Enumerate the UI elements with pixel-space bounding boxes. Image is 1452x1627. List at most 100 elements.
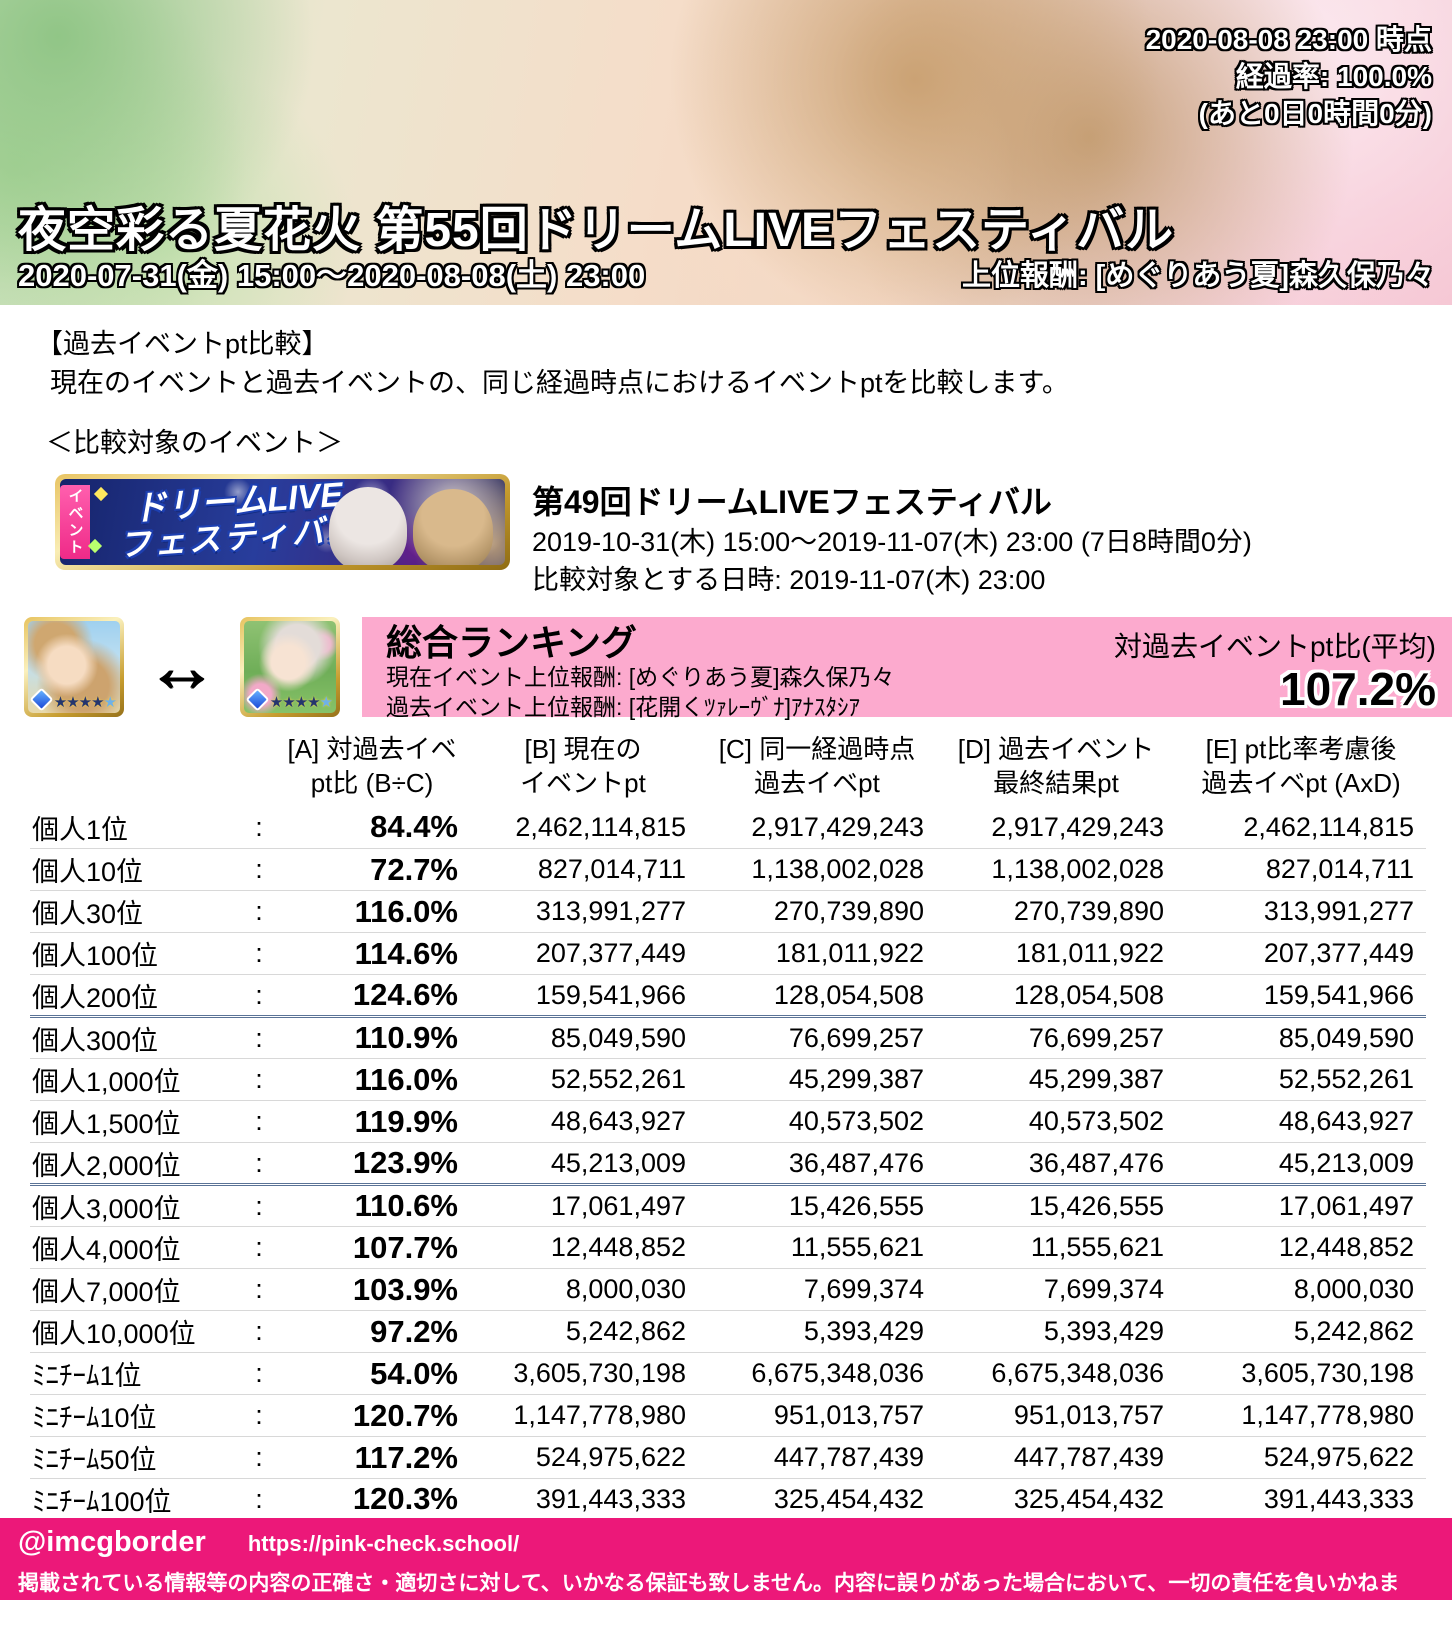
card-art-anastasia: ★★★★★ [244, 621, 336, 713]
star-rating: ★★★★★ [54, 693, 116, 711]
past-event-section: イベント ドリームLIVE フェスティバル 第49回ドリームLIVEフェスティバ… [55, 474, 1452, 599]
cell-past-same-pt: 5,393,429 [698, 1311, 936, 1353]
row-label: 個人1,500位 [30, 1101, 242, 1143]
cell-past-same-pt: 76,699,257 [698, 1017, 936, 1059]
cell-current-pt: 45,213,009 [468, 1143, 698, 1185]
cell-current-pt: 17,061,497 [468, 1185, 698, 1227]
row-label: 個人2,000位 [30, 1143, 242, 1185]
cell-current-pt: 3,605,730,198 [468, 1353, 698, 1395]
event-hero-image: 2020-08-08 23:00 時点 経過率: 100.0% (あと0日0時間… [0, 0, 1452, 305]
row-label: 個人1,000位 [30, 1059, 242, 1101]
col-d-header: [D] 過去イベント最終結果pt [936, 733, 1176, 807]
cell-past-same-pt: 15,426,555 [698, 1185, 936, 1227]
cell-current-pt: 5,242,862 [468, 1311, 698, 1353]
cell-past-final-pt: 128,054,508 [936, 975, 1176, 1017]
cell-past-same-pt: 6,675,348,036 [698, 1353, 936, 1395]
site-url-link[interactable]: https://pink-check.school/ [248, 1531, 519, 1557]
row-colon: : [242, 1269, 276, 1311]
elapsed-rate: 経過率: 100.0% [1146, 59, 1432, 96]
cell-past-final-pt: 40,573,502 [936, 1101, 1176, 1143]
time-remaining: (あと0日0時間0分) [1146, 96, 1432, 133]
cell-pt-ratio: 117.2% [276, 1437, 468, 1479]
target-event-label: ＜比較対象のイベント＞ [0, 403, 1452, 470]
row-label: 個人10位 [30, 849, 242, 891]
cell-past-final-pt: 1,138,002,028 [936, 849, 1176, 891]
overall-ranking-section: ★★★★★ ↔ ★★★★★ 総合ランキング 現在イベント上位報酬: [めぐりあう… [24, 617, 1452, 717]
cell-pt-ratio: 97.2% [276, 1311, 468, 1353]
cell-past-final-pt: 15,426,555 [936, 1185, 1176, 1227]
banner-artwork: イベント ドリームLIVE フェスティバル [60, 479, 505, 565]
row-colon: : [242, 1395, 276, 1437]
row-colon: : [242, 891, 276, 933]
row-label: ﾐﾆﾁｰﾑ50位 [30, 1437, 242, 1479]
cell-adjusted-pt: 45,213,009 [1176, 1143, 1426, 1185]
cell-past-same-pt: 951,013,757 [698, 1395, 936, 1437]
sparkle-icon [88, 539, 102, 553]
cell-current-pt: 8,000,030 [468, 1269, 698, 1311]
cell-past-final-pt: 2,917,429,243 [936, 807, 1176, 849]
row-colon: : [242, 1353, 276, 1395]
comparison-description: 現在のイベントと過去イベントの、同じ経過時点におけるイベントptを比較します。 [36, 364, 1452, 403]
cell-current-pt: 207,377,449 [468, 933, 698, 975]
twitter-handle-link[interactable]: @imcgborder [18, 1526, 206, 1559]
cell-past-same-pt: 270,739,890 [698, 891, 936, 933]
cell-adjusted-pt: 12,448,852 [1176, 1227, 1426, 1269]
cell-past-same-pt: 181,011,922 [698, 933, 936, 975]
header-spacer [242, 733, 276, 807]
row-colon: : [242, 849, 276, 891]
current-reward-card: ★★★★★ [24, 617, 124, 717]
row-label: 個人1位 [30, 807, 242, 849]
cell-pt-ratio: 72.7% [276, 849, 468, 891]
snapshot-info: 2020-08-08 23:00 時点 経過率: 100.0% (あと0日0時間… [1146, 22, 1432, 133]
disclaimer-text: 掲載されている情報等の内容の正確さ・適切さに対して、いかなる保証も致しません。内… [18, 1567, 1434, 1627]
cell-past-same-pt: 447,787,439 [698, 1437, 936, 1479]
pt-ratio-value: 107.2% [1114, 665, 1436, 713]
col-b-header: [B] 現在のイベントpt [468, 733, 698, 807]
row-colon: : [242, 1059, 276, 1101]
row-colon: : [242, 1479, 276, 1521]
cell-adjusted-pt: 313,991,277 [1176, 891, 1426, 933]
row-label: 個人10,000位 [30, 1311, 242, 1353]
cell-pt-ratio: 116.0% [276, 1059, 468, 1101]
cell-adjusted-pt: 52,552,261 [1176, 1059, 1426, 1101]
card-art-morikubo-nono: ★★★★★ [28, 621, 120, 713]
cell-current-pt: 52,552,261 [468, 1059, 698, 1101]
cell-adjusted-pt: 48,643,927 [1176, 1101, 1426, 1143]
banner-character-kawashima [413, 489, 493, 565]
comparison-intro: 【過去イベントpt比較】 現在のイベントと過去イベントの、同じ経過時点におけるイ… [0, 305, 1452, 403]
snapshot-timestamp: 2020-08-08 23:00 時点 [1146, 22, 1432, 59]
cell-current-pt: 159,541,966 [468, 975, 698, 1017]
row-colon: : [242, 1227, 276, 1269]
row-label: 個人100位 [30, 933, 242, 975]
cell-adjusted-pt: 207,377,449 [1176, 933, 1426, 975]
rarity-diamond-icon [29, 687, 53, 711]
row-colon: : [242, 1017, 276, 1059]
row-colon: : [242, 1185, 276, 1227]
cell-current-pt: 12,448,852 [468, 1227, 698, 1269]
cell-past-final-pt: 951,013,757 [936, 1395, 1176, 1437]
row-colon: : [242, 1143, 276, 1185]
row-colon: : [242, 807, 276, 849]
cell-past-same-pt: 325,454,432 [698, 1479, 936, 1521]
pt-ratio-label: 対過去イベントpt比(平均) [1114, 625, 1436, 665]
row-colon: : [242, 933, 276, 975]
cell-past-final-pt: 11,555,621 [936, 1227, 1176, 1269]
cell-past-final-pt: 181,011,922 [936, 933, 1176, 975]
cell-pt-ratio: 107.7% [276, 1227, 468, 1269]
cell-adjusted-pt: 524,975,622 [1176, 1437, 1426, 1479]
